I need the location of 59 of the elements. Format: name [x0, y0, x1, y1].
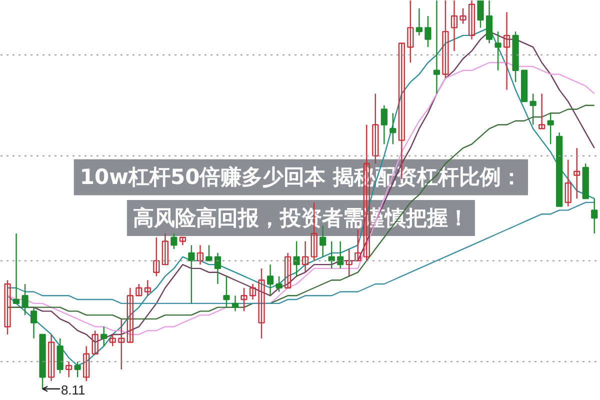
candlestick	[240, 287, 248, 312]
candlestick	[214, 252, 222, 285]
candlestick	[258, 268, 265, 339]
candlestick	[162, 232, 168, 266]
candlestick	[591, 198, 598, 234]
candlestick	[486, 0, 493, 44]
candlestick	[407, 0, 414, 64]
candlestick	[136, 283, 142, 296]
candlestick	[92, 330, 98, 354]
candlestick	[83, 346, 90, 382]
candlestick	[56, 338, 64, 374]
candlestick	[284, 252, 292, 288]
candlestick	[442, 0, 449, 79]
candlestick	[433, 0, 440, 94]
candlestick	[30, 306, 38, 339]
candlestick	[354, 229, 362, 262]
candlestick	[372, 93, 379, 164]
candlestick	[477, 0, 484, 28]
candlestick	[328, 240, 335, 270]
candlestick	[249, 283, 256, 300]
candlestick	[126, 287, 134, 343]
candlestick	[302, 240, 309, 273]
candlestick	[460, 8, 466, 24]
candlestick	[196, 244, 204, 266]
candlestick	[416, 8, 422, 36]
annotation: 8.11	[60, 382, 86, 398]
candlestick	[276, 276, 282, 292]
candlestick	[48, 334, 55, 382]
candlestick	[223, 276, 230, 308]
candlestick	[144, 280, 151, 296]
candlestick	[346, 248, 352, 277]
candlestick	[232, 295, 239, 312]
candlestick	[74, 361, 81, 378]
candlestick	[188, 244, 195, 304]
candlestick	[12, 232, 20, 304]
candlestick	[503, 12, 510, 90]
candlestick	[424, 15, 432, 48]
candlestick	[468, 0, 476, 40]
candlestick	[450, 0, 458, 52]
candlestick	[337, 240, 344, 270]
candlestick	[574, 147, 580, 200]
candlestick	[547, 112, 554, 145]
candlestick	[170, 232, 178, 250]
candlestick	[293, 240, 300, 277]
candlestick	[66, 361, 72, 378]
candlestick	[4, 280, 11, 336]
candlestick	[390, 112, 396, 145]
candlestick	[109, 334, 116, 347]
candlestick	[530, 93, 536, 126]
candlestick	[153, 236, 160, 277]
candlestick	[380, 104, 388, 145]
candlestick	[266, 264, 274, 296]
candlestick	[538, 93, 546, 130]
candlestick	[22, 283, 28, 316]
candlestick	[100, 326, 108, 347]
candlestick	[494, 30, 502, 72]
candlestick	[206, 244, 212, 262]
candlestick	[564, 159, 572, 207]
candlestick	[118, 318, 125, 370]
